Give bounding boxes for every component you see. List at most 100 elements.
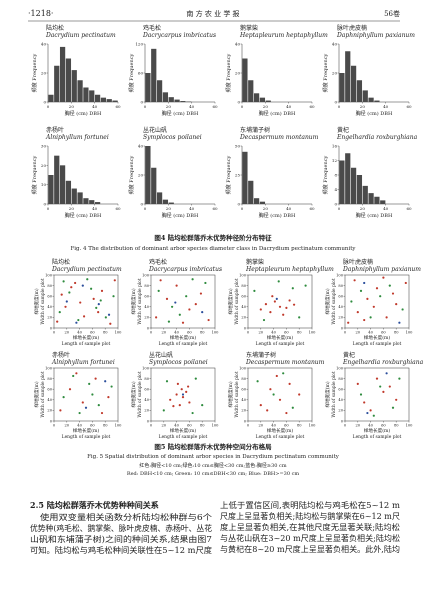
- x-tick-label: 0: [241, 206, 244, 211]
- point: [277, 280, 280, 283]
- point: [176, 382, 179, 385]
- x-tick-label: 60: [212, 206, 218, 211]
- x-tick-label: 20: [263, 206, 269, 211]
- legend-note: Red: DBH<10 cm; Green: 10 cm≤DBH<30 cm; …: [127, 471, 300, 477]
- point: [398, 377, 401, 380]
- caption: 图5 陆均松群落乔木优势种空间分布格局: [154, 442, 272, 451]
- bar: [54, 155, 60, 204]
- y-axis-label: 频度 Frequency: [225, 54, 232, 93]
- x-tick-label: 80: [394, 331, 399, 335]
- x-tick-label: 60: [381, 424, 386, 428]
- x-tick-label: 20: [259, 331, 264, 335]
- x-tick-label: 100: [406, 331, 414, 335]
- y-axis-label: Width of sample plot: [41, 278, 46, 324]
- x-tick-label: 60: [309, 206, 315, 211]
- point: [109, 322, 112, 325]
- plot-frame: [247, 274, 313, 329]
- y-tick-label: 0: [147, 326, 150, 330]
- bar: [156, 192, 163, 204]
- point: [181, 393, 185, 396]
- point: [82, 315, 86, 318]
- y-tick-label: 60: [338, 295, 343, 299]
- point: [100, 411, 104, 415]
- point: [191, 278, 194, 281]
- point: [112, 295, 115, 298]
- species-latin: Alniphyllum fortunei: [45, 134, 109, 141]
- bar: [174, 99, 180, 102]
- point: [104, 380, 107, 383]
- species-name: 鹅掌柴: [246, 258, 264, 266]
- bar: [356, 175, 363, 204]
- species-latin: Alniphyllum fortunei: [51, 359, 115, 366]
- point: [157, 289, 160, 292]
- x-axis-label: Length of sample plot: [256, 435, 305, 440]
- x-axis-label: 样地长度(m): [267, 427, 294, 434]
- bar: [112, 100, 118, 102]
- x-axis-label: 样地长度(m): [170, 334, 197, 341]
- species-name: 鸡毛松: [149, 258, 167, 266]
- point: [298, 393, 301, 396]
- bar: [168, 97, 174, 102]
- y-tick-label: 100: [336, 273, 344, 277]
- y-tick-label: 40: [47, 398, 52, 402]
- x-axis-label: 胸径 (cm) DBH: [259, 110, 296, 117]
- bar: [54, 65, 60, 102]
- point: [62, 280, 65, 283]
- point: [385, 316, 388, 319]
- y-tick-label: 20: [47, 409, 52, 413]
- x-axis-label: 胸径 (cm) DBH: [356, 110, 393, 117]
- point: [194, 303, 197, 306]
- y-tick-label: 50: [235, 144, 241, 149]
- bar: [48, 94, 54, 102]
- point: [78, 411, 81, 415]
- bar: [83, 87, 89, 102]
- species-name: 丛花山矾: [149, 351, 173, 359]
- x-tick-label: 40: [383, 206, 389, 211]
- x-tick-label: 40: [92, 104, 98, 109]
- point: [65, 300, 68, 303]
- y-tick-label: 20: [241, 409, 246, 413]
- x-tick-label: 40: [286, 104, 292, 109]
- y-tick-label: 0: [50, 419, 53, 423]
- plot-frame: [344, 367, 410, 422]
- point: [264, 303, 268, 306]
- point: [404, 281, 407, 285]
- species-latin: Decaspermum montanum: [239, 134, 319, 141]
- point: [266, 409, 269, 412]
- x-tick-label: 0: [150, 331, 153, 335]
- x-tick-label: 80: [394, 424, 399, 428]
- y-tick-label: 80: [47, 284, 52, 288]
- species-latin: Decaspermum montanum: [245, 359, 325, 366]
- point: [285, 411, 288, 415]
- x-axis-label: Length of sample plot: [353, 342, 402, 347]
- point: [291, 287, 294, 290]
- point: [347, 321, 350, 324]
- x-axis-label: Length of sample plot: [353, 435, 402, 440]
- point: [282, 313, 285, 316]
- species-name: 脉叶虎皮楠: [337, 24, 367, 32]
- x-tick-label: 100: [309, 331, 317, 335]
- bar: [374, 100, 380, 102]
- point: [379, 295, 382, 298]
- point: [185, 390, 188, 393]
- x-axis-label: Length of sample plot: [62, 435, 111, 440]
- y-tick-label: 80: [144, 284, 149, 288]
- x-tick-label: 20: [162, 331, 167, 335]
- y-axis-label: 样地宽度(m): [33, 381, 40, 408]
- y-tick-label: 0: [244, 419, 247, 423]
- x-tick-label: 20: [65, 331, 70, 335]
- point: [77, 318, 80, 322]
- point: [304, 284, 307, 287]
- species-name: 鸡毛松: [143, 24, 161, 32]
- point: [199, 292, 203, 295]
- y-tick-label: 60: [241, 388, 246, 392]
- bar: [71, 188, 77, 204]
- y-tick-label: 40: [332, 42, 338, 47]
- point: [75, 321, 78, 324]
- plot-frame: [247, 367, 313, 422]
- bar: [253, 93, 260, 102]
- y-axis-label: 样地宽度(m): [324, 288, 331, 315]
- species-name: 陆均松: [52, 258, 70, 266]
- x-tick-label: 20: [263, 104, 269, 109]
- point: [79, 301, 82, 304]
